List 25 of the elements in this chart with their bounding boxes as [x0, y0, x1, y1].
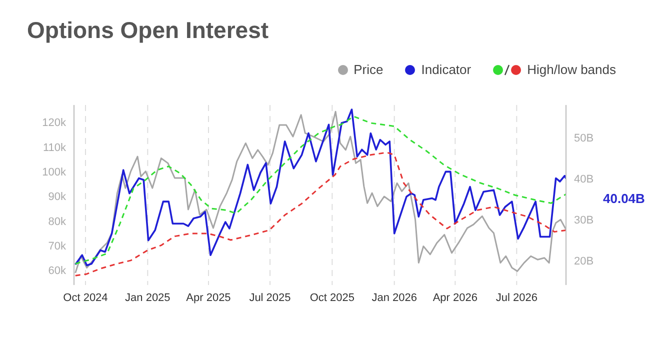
text: 40.04B	[603, 191, 645, 206]
legend-label: Indicator	[421, 62, 472, 77]
y2-tick-label: 50B	[574, 132, 594, 145]
y-tick-label: 80k	[48, 216, 66, 228]
x-tick-label: Oct 2025	[310, 292, 354, 304]
x-tick-label: Apr 2025	[186, 292, 231, 304]
y-tick-label: 90k	[48, 191, 66, 204]
x-tick-label: Jan 2025	[125, 292, 170, 304]
y-tick-label: 70k	[48, 240, 66, 252]
legend-label: High/low bands	[527, 62, 616, 77]
y2-tick-label: 20B	[574, 255, 594, 268]
y-tick-label: 100k	[42, 166, 66, 178]
x-tick-label: Apr 2026	[432, 292, 478, 304]
legend-label: Price	[354, 62, 384, 77]
y-tick-label: 120k	[42, 117, 66, 130]
y-tick-label: 110k	[42, 142, 66, 154]
y-tick-label: 60k	[48, 265, 66, 278]
y2-tick-label: 40B	[574, 174, 594, 186]
y2-tick-label: 30B	[574, 214, 594, 226]
x-tick-label: Oct 2024	[63, 292, 108, 304]
x-tick-label: Jul 2026	[496, 292, 538, 304]
chart-title: Options Open Interest	[27, 17, 269, 44]
x-tick-label: Jan 2026	[372, 292, 417, 304]
x-tick-label: Jul 2025	[249, 292, 291, 304]
line-series	[74, 152, 566, 276]
